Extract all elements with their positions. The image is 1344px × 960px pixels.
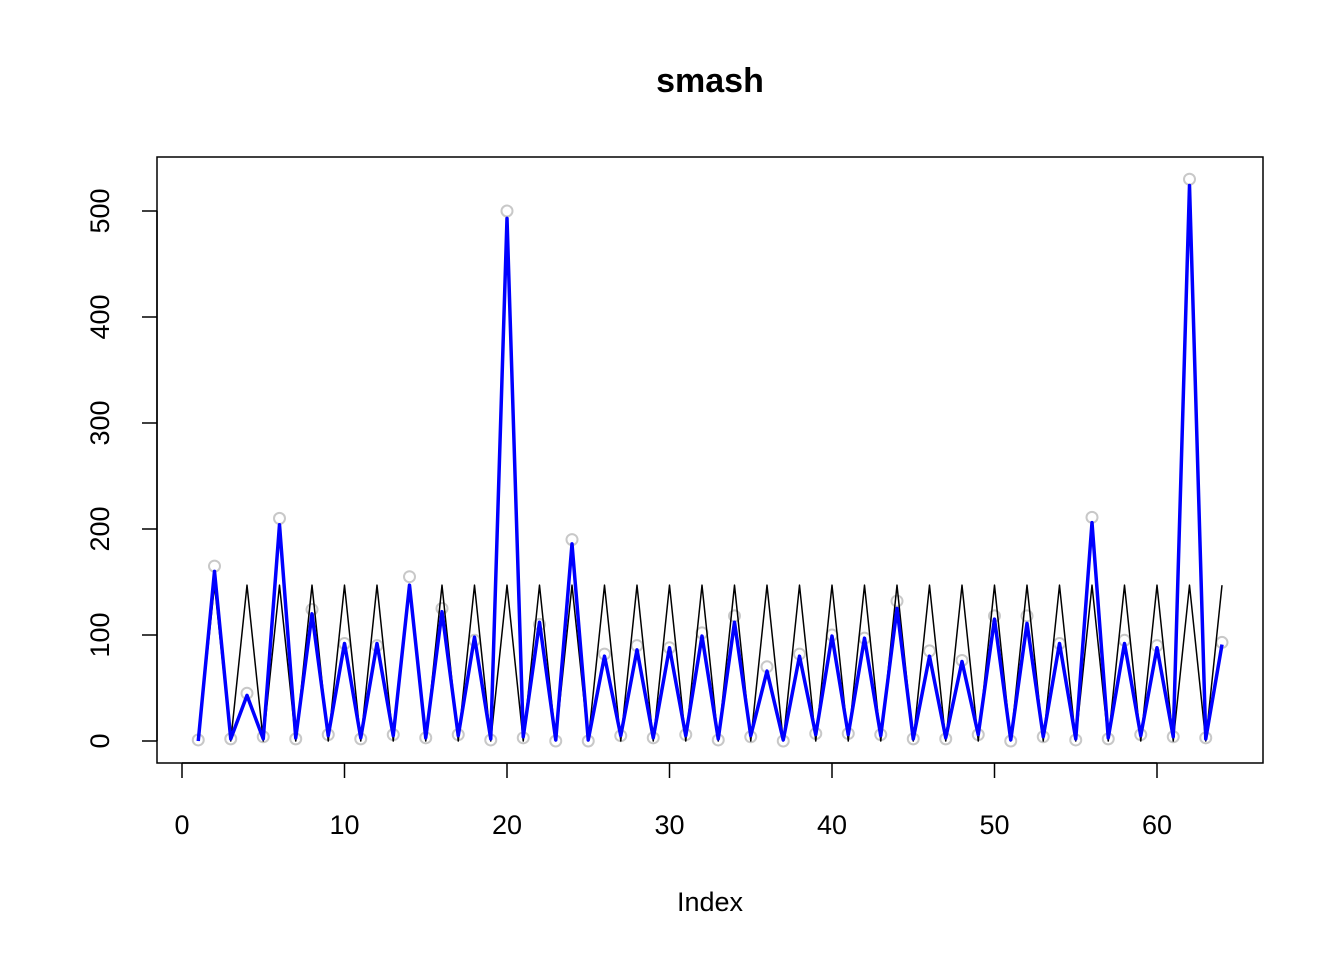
data-point — [890, 594, 904, 608]
x-tick-label: 10 — [329, 810, 359, 840]
smoothed-line — [196, 183, 1224, 742]
y-axis: 0 100 200 300 400 500 — [85, 188, 158, 749]
x-tick-label: 60 — [1142, 810, 1172, 840]
x-tick-label: 40 — [817, 810, 847, 840]
x-axis-label: Index — [677, 887, 744, 917]
data-point — [1183, 172, 1196, 186]
x-tick-label: 50 — [979, 810, 1009, 840]
y-tick-label: 500 — [85, 188, 115, 233]
x-axis: 0 10 20 30 40 50 60 — [174, 762, 1172, 840]
y-tick-label: 200 — [85, 506, 115, 551]
plot-frame — [156, 156, 1264, 764]
y-tick-label: 0 — [85, 733, 115, 748]
data-point — [273, 511, 286, 525]
x-tick-label: 0 — [174, 810, 189, 840]
y-tick-label: 100 — [85, 612, 115, 657]
plot-area — [191, 172, 1229, 748]
true-mean-line — [197, 584, 1223, 742]
x-tick-label: 20 — [492, 810, 522, 840]
y-tick-label: 300 — [85, 400, 115, 445]
data-point — [403, 570, 416, 584]
x-tick-label: 30 — [654, 810, 684, 840]
chart-title: smash — [656, 62, 764, 100]
data-point — [1020, 609, 1034, 623]
data-point — [500, 204, 514, 218]
y-tick-label: 400 — [85, 294, 115, 339]
